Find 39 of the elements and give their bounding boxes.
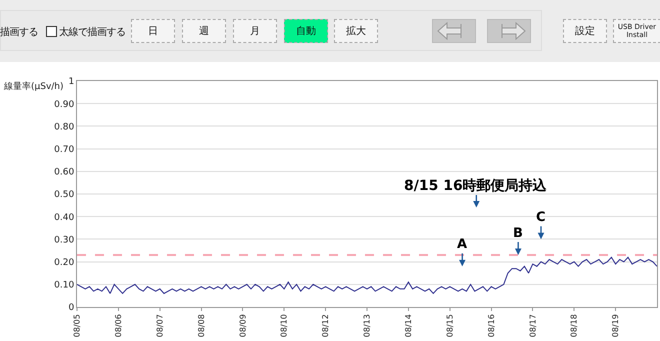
- text: 太線で描画する: [59, 26, 126, 39]
- x-tick-label: 08/13: [362, 314, 372, 338]
- y-axis-title: 線量率(μSv/h): [3, 81, 64, 92]
- y-tick-label: 0.10: [54, 280, 74, 291]
- text: 拡大: [334, 19, 378, 43]
- y-tick-label: 0.50: [54, 190, 74, 200]
- x-tick-label: 08/07: [155, 314, 164, 338]
- x-tick-label: 08/14: [404, 314, 414, 338]
- x-tick-label: 08/06: [114, 314, 124, 338]
- text: 日: [131, 19, 175, 43]
- text: 月: [233, 19, 277, 43]
- text: 自動: [284, 19, 328, 43]
- text: 設定: [563, 19, 607, 43]
- y-tick-label: 0.60: [54, 168, 74, 178]
- annotation: 8/15 16時郵便局持込: [404, 178, 548, 194]
- annotation: A: [457, 237, 468, 252]
- x-tick-label: 08/09: [238, 314, 248, 338]
- x-tick-label: 08/17: [528, 314, 538, 338]
- x-tick-label: 08/18: [570, 314, 579, 338]
- text: 描画する: [0, 26, 38, 39]
- x-tick-label: 08/19: [611, 314, 620, 338]
- y-tick-label: 0.80: [54, 122, 74, 132]
- annotation: C: [536, 210, 546, 225]
- y-tick-label: 0.30: [54, 235, 74, 246]
- y-tick-label: 0.20: [54, 258, 74, 268]
- x-tick-label: 08/10: [280, 314, 289, 338]
- text: 週: [182, 19, 226, 43]
- x-tick-label: 08/15: [445, 314, 454, 338]
- x-tick-label: 08/12: [321, 314, 330, 338]
- line-series: [77, 256, 657, 294]
- x-tick-label: 08/08: [196, 314, 206, 338]
- y-tick-label: 0.70: [54, 144, 74, 155]
- annotation: B: [513, 226, 523, 241]
- y-tick-label: 1: [68, 77, 74, 88]
- x-tick-label: 08/16: [486, 314, 496, 338]
- x-tick-label: 08/05: [72, 314, 82, 338]
- y-tick-label: 0: [68, 303, 74, 314]
- y-tick-label: 0.40: [54, 212, 74, 223]
- y-tick-label: 0.90: [54, 100, 74, 110]
